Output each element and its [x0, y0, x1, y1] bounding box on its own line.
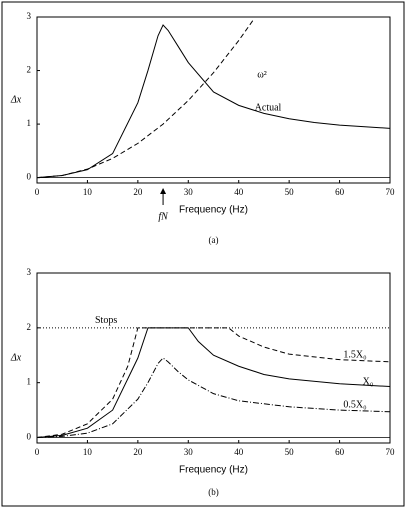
y-tick-label: 1 — [27, 377, 32, 387]
x-tick-label: 20 — [133, 447, 143, 457]
y-tick-label: 0 — [27, 172, 32, 182]
x-tick-label: 10 — [83, 447, 93, 457]
x-tick-label: 70 — [386, 447, 396, 457]
caption: (b) — [208, 487, 219, 497]
series-line — [36, 24, 391, 179]
plot-frame — [36, 16, 391, 184]
x-tick-label: 40 — [234, 187, 244, 197]
x-tick-label: 60 — [335, 447, 345, 457]
x-tick-label: 50 — [285, 187, 295, 197]
plot-frame — [36, 272, 391, 444]
y-axis-label: Δx — [10, 352, 22, 363]
series-line — [36, 327, 391, 439]
x-tick-label: 30 — [184, 187, 194, 197]
series-label: X₀ — [363, 376, 374, 387]
series-line — [36, 357, 391, 439]
series-line — [36, 18, 255, 179]
y-tick-label: 1 — [27, 118, 32, 128]
y-tick-label: 3 — [27, 267, 32, 277]
y-tick-label: 0 — [27, 432, 32, 442]
x-tick-label: 50 — [285, 447, 295, 457]
y-axis-label: Δx — [10, 94, 22, 105]
natural-frequency-label: fN — [158, 211, 169, 222]
x-tick-label: 20 — [133, 187, 143, 197]
arrow-head — [160, 188, 167, 194]
caption: (a) — [209, 235, 219, 245]
x-tick-label: 0 — [35, 187, 40, 197]
x-tick-label: 70 — [386, 187, 396, 197]
x-tick-label: 0 — [35, 447, 40, 457]
x-tick-label: 10 — [83, 187, 93, 197]
series-label: 1.5X₀ — [343, 349, 367, 360]
y-tick-label: 2 — [27, 65, 32, 75]
x-tick-label: 40 — [234, 447, 244, 457]
x-tick-label: 60 — [335, 187, 345, 197]
stop-label: Stops — [95, 315, 117, 326]
y-tick-label: 2 — [27, 322, 32, 332]
series-label: Actual — [255, 102, 282, 113]
x-tick-label: 30 — [184, 447, 194, 457]
y-tick-label: 3 — [27, 11, 32, 21]
x-axis-label: Frequency (Hz) — [179, 205, 248, 216]
x-axis-label: Frequency (Hz) — [179, 465, 248, 476]
series-label: ω² — [257, 69, 267, 80]
series-line — [36, 327, 391, 439]
series-label: 0.5X₀ — [343, 399, 367, 410]
